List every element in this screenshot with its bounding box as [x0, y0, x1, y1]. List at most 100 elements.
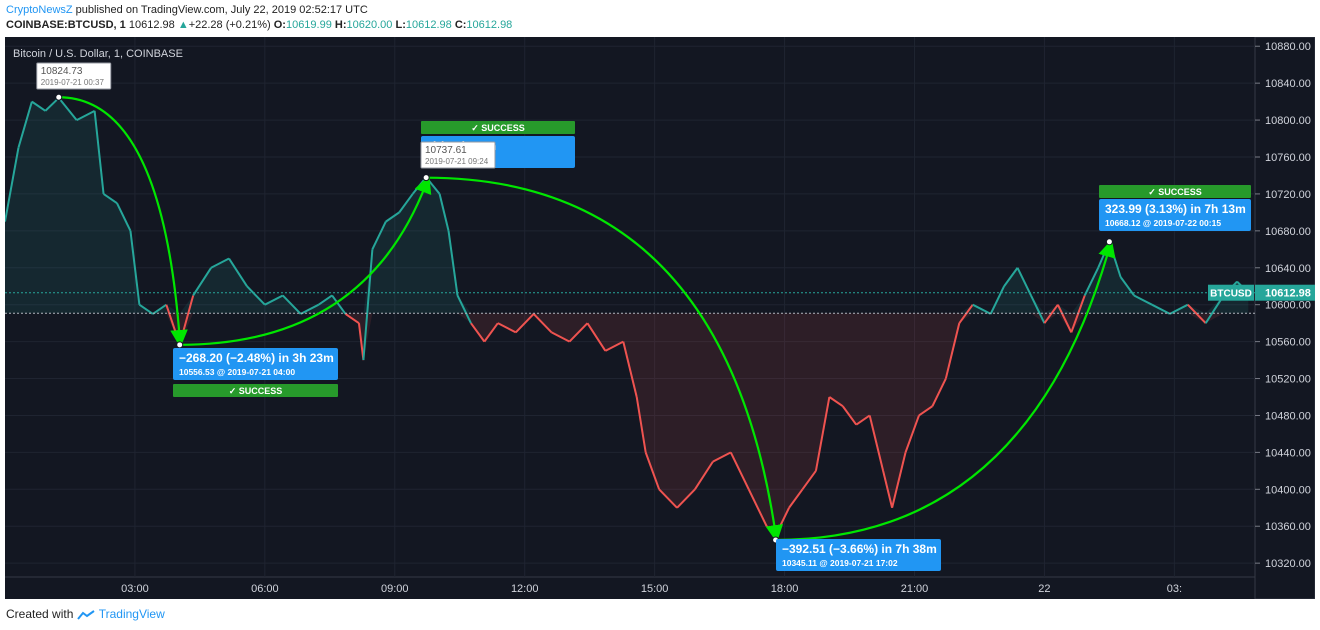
series-segment: [93, 110, 105, 195]
high-label: H:: [334, 19, 347, 31]
series-segment: [1056, 304, 1073, 333]
price-tick-label: 10760.00: [1265, 152, 1311, 164]
pivot-date: 2019-07-21 00:37: [41, 78, 105, 87]
low-label: L:: [395, 19, 406, 31]
move-arrow: [426, 176, 784, 543]
price-tick-label: 10600.00: [1265, 300, 1311, 312]
series-segment: [497, 322, 517, 334]
series-segment: [842, 405, 858, 426]
last-price-tag-label: 10612.98: [1265, 288, 1311, 300]
series-segment: [828, 396, 844, 408]
author-link[interactable]: CryptoNewsZ: [6, 4, 73, 16]
move-sub: 10345.11 @ 2019-07-21 17:02: [782, 558, 898, 568]
move-text: −268.20 (−2.48%) in 3h 23m: [179, 351, 334, 365]
series-segment: [438, 193, 450, 232]
footer: Created with TradingView: [6, 607, 165, 621]
pivot-date: 2019-07-21 09:24: [425, 157, 489, 166]
area-below: [5, 313, 1249, 536]
series-segment: [944, 322, 961, 379]
price-tick-label: 10520.00: [1265, 374, 1311, 386]
series-segment: [904, 415, 920, 453]
success-label: ✓ SUCCESS: [229, 386, 283, 396]
move-sub: 10556.53 @ 2019-07-21 04:00: [179, 367, 295, 377]
success-bar-bg: [173, 384, 338, 397]
series-segment: [931, 378, 947, 407]
series-segment: [371, 221, 387, 250]
price-tick-label: 10720.00: [1265, 189, 1311, 201]
time-tick-label: 18:00: [771, 583, 799, 595]
pivot-dot: [176, 341, 184, 349]
success-label: ✓ SUCCESS: [471, 123, 525, 133]
last-price-tag-bg: [1255, 284, 1315, 301]
series-segment: [801, 470, 817, 490]
pivot-dot: [55, 93, 63, 101]
time-tick-label: 15:00: [641, 583, 669, 595]
price-tick-label: 10400.00: [1265, 484, 1311, 496]
series-segment: [228, 257, 248, 287]
pivot-price: 10824.73: [41, 66, 83, 77]
move-box-bg: [776, 539, 941, 571]
series-segment: [1070, 295, 1086, 333]
publish-line: CryptoNewsZ published on TradingView.com…: [6, 4, 368, 16]
pivot-box-bg: [420, 141, 496, 169]
series-segment: [1169, 303, 1189, 315]
pivot-dot: [422, 174, 430, 182]
time-tick-label: 03:: [1167, 583, 1182, 595]
price-chart[interactable]: 10880.00 10840.00 10800.00 10760.00 10720.00…: [5, 37, 1315, 599]
series-segment: [116, 202, 132, 232]
success-label: ✓ SUCCESS: [1148, 187, 1202, 197]
series-segment: [1187, 303, 1207, 324]
time-tick-label: 09:00: [381, 583, 409, 595]
series-segment: [882, 470, 894, 509]
price-tick-label: 10480.00: [1265, 410, 1311, 422]
price-tick-label: 10840.00: [1265, 78, 1311, 90]
series-segment: [729, 451, 750, 490]
move-box-bg: [1099, 199, 1251, 231]
series-segment: [1016, 267, 1032, 296]
series-segment: [44, 97, 60, 112]
move-annotation-1: −268.20 (−2.48%) in 3h 23m 10556.53 @ 201…: [173, 348, 338, 380]
move-annotation-3: −392.51 (−3.66%) in 7h 38m 10345.11 @ 201…: [776, 539, 941, 571]
close-label: C:: [454, 19, 467, 31]
high-value: 10620.00: [346, 19, 393, 31]
symbol-tag-label: BTCUSD: [1210, 289, 1252, 300]
series-segment: [1043, 304, 1059, 324]
series-segment: [989, 285, 1006, 315]
series-segment: [814, 396, 831, 472]
open-value: 10619.99: [285, 19, 332, 31]
series-segment: [551, 331, 570, 343]
success-badge-2: ✓ SUCCESS: [421, 121, 575, 134]
pivot-dot: [1105, 238, 1113, 246]
time-tick-label: 12:00: [511, 583, 539, 595]
time-tick-label: 03:00: [121, 583, 149, 595]
move-sub: 10668.12 @ 2019-07-22 00:15: [1105, 218, 1221, 228]
series-segment: [385, 211, 400, 223]
move-text: 323.99 (3.13%) in 7h 13m: [1105, 202, 1246, 216]
series-segment: [357, 323, 365, 361]
series-segment: [5, 147, 20, 222]
price-tick-label: 10560.00: [1265, 337, 1311, 349]
move-arrow: [58, 96, 188, 348]
area-above: [5, 97, 1249, 314]
series-segment: [57, 97, 78, 121]
pivot-box-bg: [36, 62, 112, 90]
move-box-bg: [173, 348, 338, 380]
publish-info: published on TradingView.com, July 22, 2…: [72, 4, 368, 16]
series-segment: [958, 304, 974, 324]
symbol-name: COINBASE:BTCUSD, 1: [6, 19, 126, 31]
tradingview-link[interactable]: TradingView: [98, 607, 165, 621]
symbol-tag-bg: [1208, 284, 1254, 301]
series-segment: [868, 415, 885, 472]
series-segment: [1030, 295, 1046, 324]
series-segment: [103, 193, 118, 204]
series-segment: [694, 461, 714, 490]
series-segment: [644, 452, 661, 490]
series-segment: [604, 340, 624, 352]
series-segment: [712, 451, 732, 463]
series-segment: [456, 295, 472, 324]
series-segment: [1083, 267, 1100, 296]
created-with-text: Created with: [6, 607, 74, 621]
series-segment: [972, 303, 992, 315]
success-bar-bg: [1099, 185, 1251, 198]
